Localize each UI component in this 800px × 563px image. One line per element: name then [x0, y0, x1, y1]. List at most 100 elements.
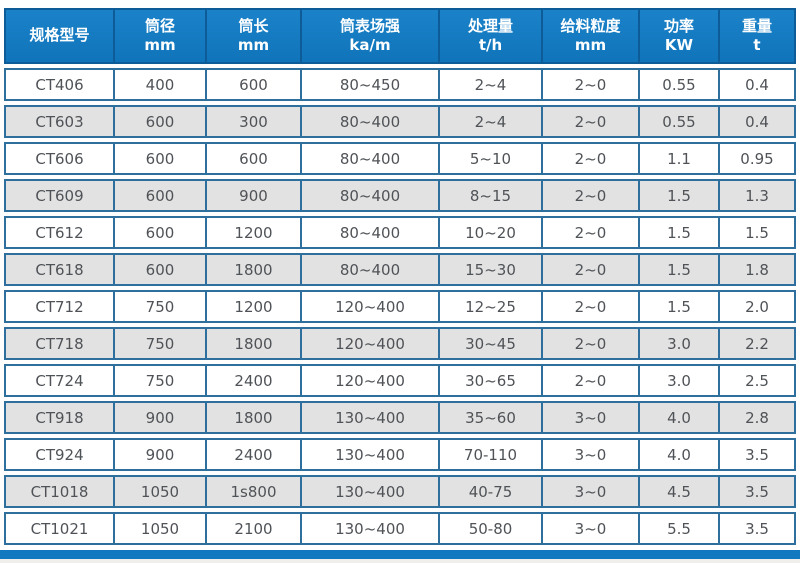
table-cell: CT918 — [4, 401, 115, 434]
table-row-CT712: CT712 750 1200 120~400 12~25 2~0 1.5 2.0 — [4, 290, 796, 323]
column-header-5: 给料粒度 mm — [543, 8, 640, 64]
table-row-CT406: CT406 400 600 80~450 2~4 2~0 0.55 0.4 — [4, 68, 796, 101]
column-unit: mm — [237, 36, 270, 54]
header-row: 规格型号 筒径 mm 筒长 mm 筒表场强 ka/m 处理量 t/h 给料粒度 mm 功率 KW 重量 t — [4, 8, 796, 64]
table-cell: 80~450 — [302, 68, 440, 101]
column-unit: t — [753, 36, 761, 54]
table-cell: 400 — [115, 68, 207, 101]
column-label: 给料粒度 — [560, 16, 621, 35]
table-cell: 3~0 — [543, 401, 640, 434]
spec-table-container: 规格型号 筒径 mm 筒长 mm 筒表场强 ka/m 处理量 t/h 给料粒度 mm 功率 KW 重量 t … — [4, 4, 796, 549]
table-cell: 600 — [115, 253, 207, 286]
table-cell: 2~0 — [543, 68, 640, 101]
table-cell: 300 — [207, 105, 302, 138]
table-cell: 3~0 — [543, 475, 640, 508]
table-cell: 600 — [207, 68, 302, 101]
table-cell: 5~10 — [440, 142, 543, 175]
table-cell: 2~0 — [543, 290, 640, 323]
table-cell: 3.0 — [640, 327, 720, 360]
table-cell: 600 — [207, 142, 302, 175]
table-cell: 1800 — [207, 253, 302, 286]
column-header-7: 重量 t — [720, 8, 796, 64]
table-cell: CT718 — [4, 327, 115, 360]
table-cell: 2~4 — [440, 105, 543, 138]
table-cell: 80~400 — [302, 253, 440, 286]
table-cell: 2~4 — [440, 68, 543, 101]
table-cell: 4.0 — [640, 401, 720, 434]
table-footer-bar — [0, 550, 800, 559]
column-unit: KW — [664, 36, 694, 54]
table-cell: CT924 — [4, 438, 115, 471]
table-row-CT618: CT618 600 1800 80~400 15~30 2~0 1.5 1.8 — [4, 253, 796, 286]
table-cell: 3~0 — [543, 512, 640, 545]
table-cell: 30~45 — [440, 327, 543, 360]
column-header-1: 筒径 mm — [115, 8, 207, 64]
table-cell: 1200 — [207, 216, 302, 249]
table-cell: 0.55 — [640, 105, 720, 138]
column-unit: ka/m — [349, 36, 391, 54]
table-cell: 1.3 — [720, 179, 796, 212]
table-cell: 50-80 — [440, 512, 543, 545]
table-cell: 10~20 — [440, 216, 543, 249]
table-cell: 0.4 — [720, 68, 796, 101]
table-cell: 600 — [115, 105, 207, 138]
table-cell: 35~60 — [440, 401, 543, 434]
column-unit: mm — [574, 36, 607, 54]
table-cell: 2.0 — [720, 290, 796, 323]
table-cell: 3.5 — [720, 438, 796, 471]
table-cell: 130~400 — [302, 401, 440, 434]
column-header-4: 处理量 t/h — [440, 8, 543, 64]
table-cell: 2.8 — [720, 401, 796, 434]
table-cell: 130~400 — [302, 475, 440, 508]
column-header-2: 筒长 mm — [207, 8, 302, 64]
table-cell: 3.0 — [640, 364, 720, 397]
table-cell: CT712 — [4, 290, 115, 323]
table-cell: CT603 — [4, 105, 115, 138]
table-cell: 2~0 — [543, 253, 640, 286]
column-label: 筒长 — [238, 16, 269, 35]
column-label: 处理量 — [467, 16, 513, 35]
table-cell: 5.5 — [640, 512, 720, 545]
table-cell: 900 — [115, 401, 207, 434]
table-cell: 40-75 — [440, 475, 543, 508]
table-cell: 1.5 — [640, 216, 720, 249]
table-cell: 80~400 — [302, 216, 440, 249]
column-label: 筒表场强 — [339, 16, 400, 35]
table-cell: 80~400 — [302, 105, 440, 138]
spec-table: 规格型号 筒径 mm 筒长 mm 筒表场强 ka/m 处理量 t/h 给料粒度 mm 功率 KW 重量 t … — [4, 4, 796, 549]
column-label: 重量 — [741, 16, 772, 35]
column-header-3: 筒表场强 ka/m — [302, 8, 440, 64]
column-header-0: 规格型号 — [4, 8, 115, 64]
table-cell: 1.5 — [640, 290, 720, 323]
table-cell: 120~400 — [302, 364, 440, 397]
table-cell: 2.2 — [720, 327, 796, 360]
table-cell: 4.0 — [640, 438, 720, 471]
table-cell: 2~0 — [543, 216, 640, 249]
table-row-CT724: CT724 750 2400 120~400 30~65 2~0 3.0 2.5 — [4, 364, 796, 397]
table-cell: CT609 — [4, 179, 115, 212]
table-cell: 1.8 — [720, 253, 796, 286]
table-cell: CT1021 — [4, 512, 115, 545]
column-unit: mm — [144, 36, 176, 54]
table-row-CT612: CT612 600 1200 80~400 10~20 2~0 1.5 1.5 — [4, 216, 796, 249]
column-label: 规格型号 — [29, 26, 90, 45]
table-cell: 1800 — [207, 401, 302, 434]
table-row-CT606: CT606 600 600 80~400 5~10 2~0 1.1 0.95 — [4, 142, 796, 175]
table-cell: 1.5 — [720, 216, 796, 249]
table-cell: 3.5 — [720, 475, 796, 508]
table-cell: 2~0 — [543, 105, 640, 138]
table-cell: 1s800 — [207, 475, 302, 508]
table-cell: 0.95 — [720, 142, 796, 175]
table-cell: 120~400 — [302, 327, 440, 360]
table-cell: CT406 — [4, 68, 115, 101]
table-row-CT603: CT603 600 300 80~400 2~4 2~0 0.55 0.4 — [4, 105, 796, 138]
table-cell: 2400 — [207, 438, 302, 471]
table-cell: 1.5 — [640, 253, 720, 286]
table-cell: 80~400 — [302, 142, 440, 175]
table-cell: 600 — [115, 216, 207, 249]
table-cell: CT724 — [4, 364, 115, 397]
table-cell: 1050 — [115, 475, 207, 508]
table-cell: 900 — [207, 179, 302, 212]
table-cell: 70-110 — [440, 438, 543, 471]
